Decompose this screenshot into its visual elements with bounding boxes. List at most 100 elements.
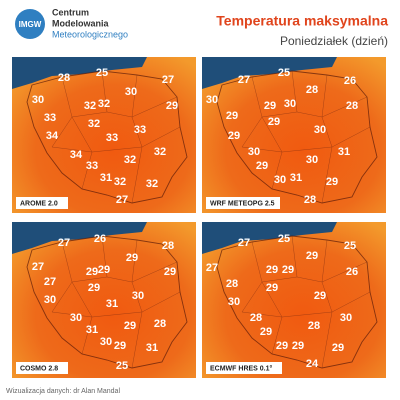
temperature-label: 32 <box>114 176 126 188</box>
temperature-label: 28 <box>304 194 316 206</box>
country-border <box>216 70 378 204</box>
temperature-label: 28 <box>250 312 262 324</box>
region-border <box>321 311 333 369</box>
temperature-label: 28 <box>306 84 318 96</box>
temperature-label: 29 <box>292 340 304 352</box>
temperature-label: 29 <box>98 264 110 276</box>
temperature-label: 30 <box>125 86 137 98</box>
temperature-label: 27 <box>44 276 56 288</box>
temperature-label: 29 <box>228 130 240 142</box>
temperature-label: 30 <box>248 146 260 158</box>
temperature-label: 29 <box>276 340 288 352</box>
region-border <box>271 151 283 190</box>
region-border <box>81 151 93 190</box>
temperature-label: 30 <box>100 336 112 348</box>
temperature-label: 25 <box>278 67 290 79</box>
temperature-label: 29 <box>164 266 176 278</box>
temperature-label: 33 <box>44 112 56 124</box>
region-border <box>271 316 283 355</box>
temperature-label: 29 <box>326 176 338 188</box>
subtitle: Poniedziałek (dzień) <box>280 34 388 48</box>
temperature-label: 27 <box>58 237 70 249</box>
region-border <box>321 146 333 204</box>
temperature-label: 32 <box>88 118 100 130</box>
temperature-label: 29 <box>264 100 276 112</box>
temperature-label: 28 <box>308 320 320 332</box>
temperature-label: 27 <box>162 74 174 86</box>
logo-text: IMGW <box>19 20 42 29</box>
temperature-label: 34 <box>46 130 59 142</box>
temperature-label: 29 <box>256 160 268 172</box>
country-border <box>26 70 188 204</box>
temperature-label: 29 <box>166 100 178 112</box>
temperature-label: 29 <box>314 290 326 302</box>
temperature-label: 29 <box>266 282 278 294</box>
country-border <box>216 235 378 369</box>
model-label: WRF METEOPG 2.5 <box>210 200 275 207</box>
sea <box>202 222 337 254</box>
temperature-label: 25 <box>116 360 128 372</box>
temperature-label: 34 <box>70 149 83 161</box>
temperature-label: 33 <box>86 160 98 172</box>
temperature-label: 30 <box>70 312 82 324</box>
temperature-label: 29 <box>282 264 294 276</box>
temperature-label: 24 <box>306 358 319 370</box>
temperature-label: 30 <box>340 312 352 324</box>
org-name: Centrum <box>52 7 89 17</box>
temperature-label: 32 <box>146 178 158 190</box>
temperature-label: 30 <box>132 290 144 302</box>
temperature-label: 28 <box>346 100 358 112</box>
model-label-box <box>16 362 68 374</box>
temperature-label: 29 <box>226 110 238 122</box>
region-border <box>51 311 93 318</box>
region-border <box>241 311 283 318</box>
temperature-label: 27 <box>32 261 44 273</box>
temperature-label: 29 <box>124 320 136 332</box>
temperature-label: 30 <box>32 94 44 106</box>
org-name: Meteorologicznego <box>52 29 128 39</box>
temperature-label: 30 <box>228 296 240 308</box>
title: Temperatura maksymalna <box>216 13 388 29</box>
region-border <box>321 261 371 313</box>
temperature-label: 28 <box>162 240 174 252</box>
temperature-label: 27 <box>206 262 218 274</box>
temperature-label: 30 <box>306 154 318 166</box>
org-name: Modelowania <box>52 18 109 28</box>
temperature-label: 31 <box>338 146 350 158</box>
temperature-label: 28 <box>226 278 238 290</box>
model-label-box <box>16 197 68 209</box>
temperature-label: 29 <box>268 116 280 128</box>
temperature-label: 30 <box>44 294 56 306</box>
footer: Wizualizacja danych: dr Alan Mandal <box>6 388 120 395</box>
temperature-label: 33 <box>106 132 118 144</box>
model-label: ECMWF HRES 0.1° <box>210 364 273 372</box>
temperature-label: 32 <box>154 146 166 158</box>
temperature-label: 25 <box>344 240 356 252</box>
region-border <box>131 96 181 148</box>
temperature-label: 28 <box>154 318 166 330</box>
model-label: COSMO 2.8 <box>20 365 58 372</box>
temperature-label: 26 <box>94 233 106 245</box>
temperature-label: 31 <box>100 172 112 184</box>
model-label-box <box>206 362 282 374</box>
region-border <box>81 316 93 355</box>
temperature-label: 29 <box>260 326 272 338</box>
temperature-label: 25 <box>278 233 290 245</box>
map-panel: 27 25 26 28 30 29 30 28 29 29 29 30 30 31 30 29 30 31 29 28… <box>202 57 386 213</box>
temperature-label: 26 <box>344 75 356 87</box>
sea <box>12 57 147 89</box>
sea <box>12 222 147 254</box>
temperature-label: 29 <box>332 342 344 354</box>
temperature-label: 32 <box>98 98 110 110</box>
temperature-label: 29 <box>126 252 138 264</box>
region-border <box>241 146 283 153</box>
temperature-label: 30 <box>274 174 286 186</box>
temperature-label: 29 <box>88 282 100 294</box>
temperature-label: 30 <box>206 94 218 106</box>
temperature-label: 32 <box>124 154 136 166</box>
temperature-label: 29 <box>306 250 318 262</box>
temperature-label: 31 <box>146 342 158 354</box>
model-label: AROME 2.0 <box>20 200 58 207</box>
temperature-label: 31 <box>290 172 302 184</box>
